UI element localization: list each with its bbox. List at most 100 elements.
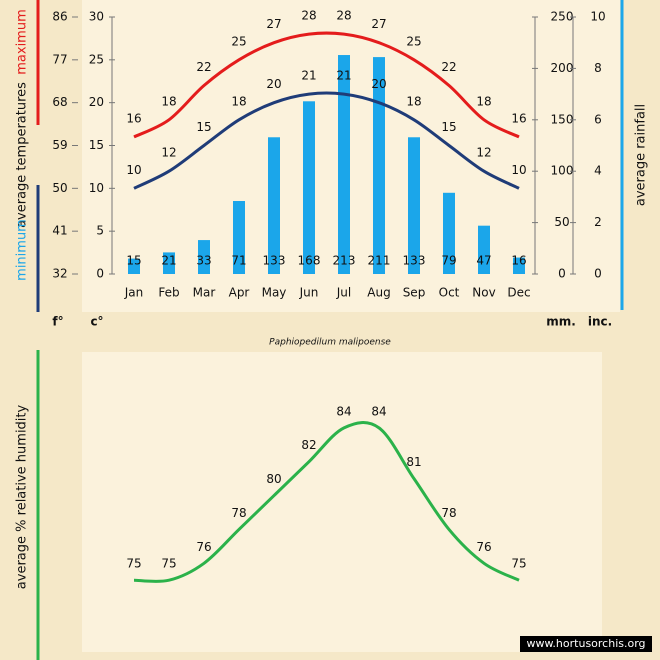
line (133, 91, 520, 190)
data-label: 28 (301, 9, 316, 23)
tick-label: 250 (551, 10, 574, 24)
axis-label: minimum (15, 219, 30, 281)
tick-label: 50 (52, 181, 67, 195)
axis-label: maximum (15, 9, 30, 75)
data-label: 168 (298, 254, 321, 268)
tick-label: 0 (594, 267, 602, 281)
x-tick-label: Jul (336, 286, 351, 300)
line (133, 31, 520, 139)
axis-label: average % relative humidity (15, 404, 30, 589)
tick-label: 77 (52, 52, 67, 66)
data-label: 21 (161, 254, 176, 268)
tick-label: 6 (594, 112, 602, 126)
axis-label: average rainfall (634, 104, 649, 206)
data-label: 22 (196, 60, 211, 74)
tick-label: 41 (52, 224, 67, 238)
bar (513, 257, 525, 274)
tick-label: 20 (89, 95, 104, 109)
tick-label: 150 (551, 112, 574, 126)
tick-label: 0 (558, 267, 566, 281)
panel (82, 352, 602, 652)
x-tick-label: Oct (439, 286, 460, 300)
tick-label: 4 (594, 164, 602, 178)
data-label: 84 (371, 404, 386, 418)
unit-label: c° (90, 315, 103, 329)
bar (338, 55, 350, 275)
data-label: 71 (231, 254, 246, 268)
tick-label: 68 (52, 95, 67, 109)
data-label: 15 (196, 120, 211, 134)
data-label: 47 (476, 254, 491, 268)
watermark: www.hortusorchis.org (526, 637, 645, 650)
bar (408, 137, 420, 274)
x-tick-label: May (262, 286, 287, 300)
data-label: 78 (231, 506, 246, 520)
x-tick-label: Sep (403, 286, 426, 300)
tick-label: 100 (551, 164, 574, 178)
data-label: 18 (231, 94, 246, 108)
bar (303, 101, 315, 275)
tick-label: 2 (594, 215, 602, 229)
tick-label: 0 (96, 267, 104, 281)
x-tick-label: Mar (193, 286, 216, 300)
tick-label: 10 (590, 10, 605, 24)
unit-label: f° (52, 315, 63, 329)
data-label: 80 (266, 472, 281, 486)
tick-label: 200 (551, 61, 574, 75)
tick-label: 10 (89, 181, 104, 195)
data-label: 20 (371, 77, 386, 91)
tick-label: 15 (89, 138, 104, 152)
tick-label: 50 (554, 215, 569, 229)
x-tick-label: Jan (124, 286, 144, 300)
data-label: 79 (441, 254, 456, 268)
data-label: 33 (196, 254, 211, 268)
data-label: 20 (266, 77, 281, 91)
bar (443, 192, 455, 274)
data-label: 21 (336, 69, 351, 83)
data-label: 82 (301, 438, 316, 452)
data-label: 75 (126, 557, 141, 571)
data-label: 18 (476, 94, 491, 108)
data-label: 22 (441, 60, 456, 74)
data-label: 133 (403, 254, 426, 268)
data-label: 76 (196, 540, 211, 554)
subtitle: Paphiopedilum malipoense (269, 338, 391, 348)
x-tick-label: Jun (299, 286, 319, 300)
data-label: 15 (126, 254, 141, 268)
x-tick-label: Apr (229, 286, 250, 300)
data-label: 12 (476, 146, 491, 160)
tick-label: 86 (52, 10, 67, 24)
data-label: 28 (336, 9, 351, 23)
bar (478, 225, 490, 274)
data-label: 10 (511, 163, 526, 177)
data-label: 15 (441, 120, 456, 134)
axis-label: average temperatures (15, 82, 30, 228)
bar (163, 252, 175, 274)
data-label: 81 (406, 455, 421, 469)
unit-label: inc. (588, 315, 612, 329)
data-label: 16 (126, 111, 141, 125)
data-label: 84 (336, 404, 351, 418)
unit-label: mm. (546, 315, 576, 329)
data-label: 213 (333, 254, 356, 268)
data-label: 18 (406, 94, 421, 108)
bar (233, 201, 245, 274)
data-label: 16 (511, 254, 526, 268)
data-label: 76 (476, 540, 491, 554)
data-label: 25 (406, 34, 421, 48)
tick-label: 30 (89, 10, 104, 24)
line (133, 421, 520, 583)
data-label: 27 (371, 17, 386, 31)
tick-label: 32 (52, 267, 67, 281)
bar (373, 57, 385, 275)
data-label: 12 (161, 146, 176, 160)
data-label: 27 (266, 17, 281, 31)
x-tick-label: Dec (507, 286, 530, 300)
bar (268, 137, 280, 274)
tick-label: 8 (594, 61, 602, 75)
data-label: 78 (441, 506, 456, 520)
data-label: 21 (301, 69, 316, 83)
data-label: 16 (511, 111, 526, 125)
bar (198, 240, 210, 274)
